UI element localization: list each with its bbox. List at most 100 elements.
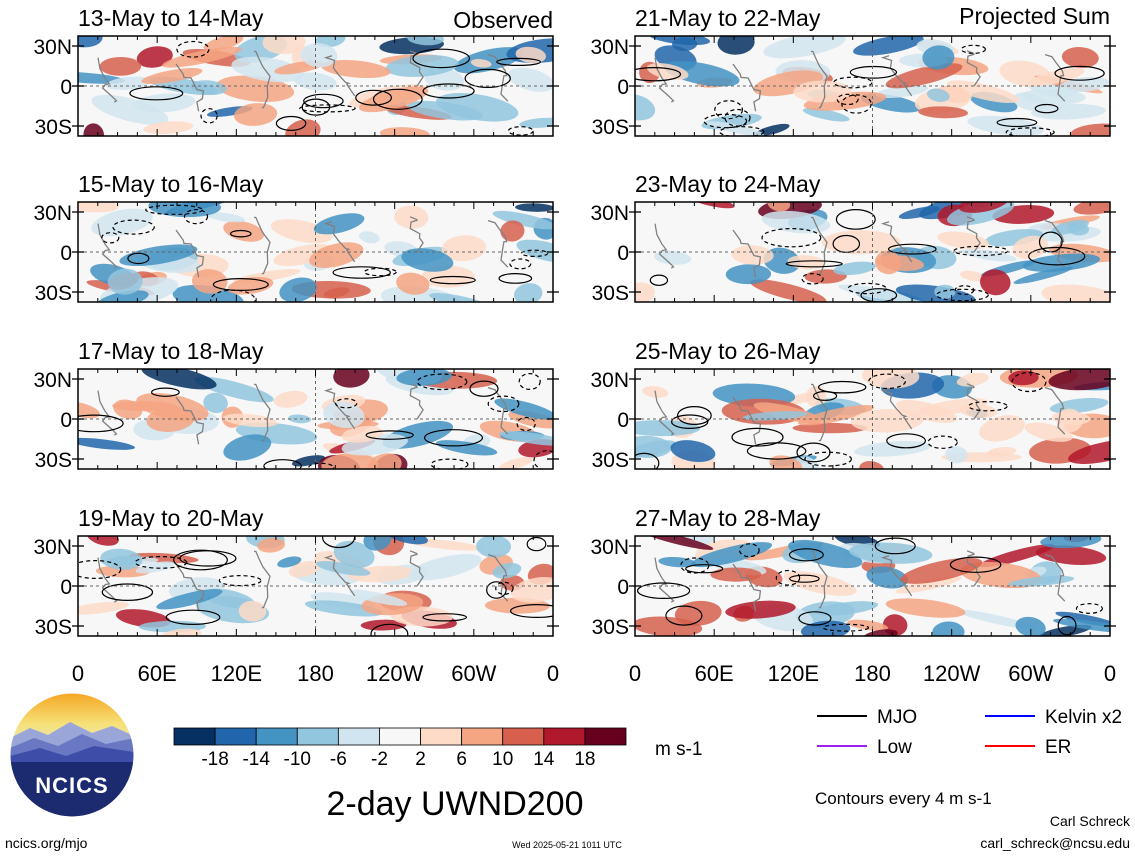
anomaly-patch [932,621,965,636]
anomaly-patch [1038,624,1092,636]
anomaly-patch [1059,76,1110,93]
anomaly-patch [959,404,998,418]
anomaly-patch [135,561,175,574]
contour [789,574,820,583]
anomaly-patch [379,127,430,136]
anomaly-patch [494,398,553,420]
anomaly-patch [885,63,963,89]
contour [165,609,221,626]
anomaly-patch [95,565,150,578]
panel-title: 25-May to 26-May [635,338,821,364]
y-tick-label: 30N [590,536,629,559]
coastline [409,383,424,420]
coastline [1044,53,1066,102]
contour [685,564,724,574]
contour [636,582,691,599]
contour [835,208,876,230]
contour [510,604,553,618]
anomaly-patch [691,542,773,568]
anomaly-patch [407,36,445,46]
coastline [253,550,271,609]
anomaly-patch [203,36,244,51]
anomaly-patch [279,277,317,302]
anomaly-patch [1051,411,1091,425]
contour [1005,127,1055,136]
anomaly-patch [78,601,129,615]
coastline [323,55,356,97]
y-tick-label: 0 [60,576,72,599]
anomaly-patch [885,598,966,618]
contour [495,581,514,595]
coastline [487,553,509,602]
contour [200,108,218,124]
anomaly-patch [358,231,380,244]
anomaly-patch [91,94,169,125]
coastline [732,63,762,112]
y-tick-label: 30S [35,616,72,639]
anomaly-patch [100,548,143,570]
anomaly-patch [288,414,312,424]
colorbar: -18 -14 -10 -6 -2 2 6 10 14 18 [173,727,627,770]
coastline [1044,553,1066,602]
contour [927,435,958,449]
contour [949,556,1002,573]
anomaly-patch [670,440,716,463]
contour [370,623,409,636]
figure-title: 2-day UWND200 [327,785,584,823]
anomaly-patch [441,235,487,262]
anomaly-patch [1031,103,1106,120]
contour [422,613,468,622]
x-tick-label: 120W [923,661,981,686]
colorbar-swatch [255,727,298,746]
contour [738,543,760,558]
contour [761,227,822,248]
colorbar-swatch [173,727,216,746]
y-tick-label: 0 [617,409,629,432]
colorbar-tick-label: -10 [284,749,311,770]
anomaly-patch [1069,123,1110,136]
anomaly-patch [161,628,202,636]
anomaly-patch [1035,545,1107,565]
x-tick-label: 180 [297,661,334,686]
contour [731,427,784,447]
website-link[interactable]: ncics.org/mjo [5,835,88,851]
contour [365,430,414,440]
anomaly-patch [866,566,909,589]
anomaly-patch [763,36,846,59]
y-tick-label: 30S [592,616,629,639]
y-tick-label: 0 [60,409,72,432]
contour [275,115,307,131]
panel: 23-May to 24-May 30N 0 30S [590,171,1116,305]
anomaly-patch [148,202,221,218]
anomaly-patch [731,245,774,265]
contour [1011,371,1047,393]
contour [486,581,507,599]
panel: 25-May to 26-May 30N 0 30S [590,338,1116,472]
coastline [175,63,205,112]
anomaly-patch [900,557,983,584]
colorbar-swatch [379,727,421,746]
anomaly-patch [396,272,430,295]
coastline [409,216,424,253]
contour [649,274,669,286]
anomaly-patch [435,440,498,456]
panel: 13-May to 14-May 30N 0 30S [33,5,559,139]
y-tick-label: 0 [60,76,72,99]
anomaly-patch [960,270,986,282]
contour [150,387,180,397]
anomaly-patch [853,36,924,56]
anomaly-patch [514,283,543,302]
contour [886,433,926,449]
y-tick-label: 30S [592,449,629,472]
x-tick-label: 180 [854,661,891,686]
contour [303,93,344,109]
contour [464,68,511,89]
anomaly-patch [91,208,153,237]
anomaly-patch [937,231,989,250]
author-email[interactable]: carl_schreck@ncsu.edu [980,835,1130,851]
anomaly-patch [922,45,955,70]
anomaly-patch [1061,47,1099,68]
anomaly-patch [876,255,925,271]
contour [887,243,937,255]
anomaly-patch [300,43,338,68]
